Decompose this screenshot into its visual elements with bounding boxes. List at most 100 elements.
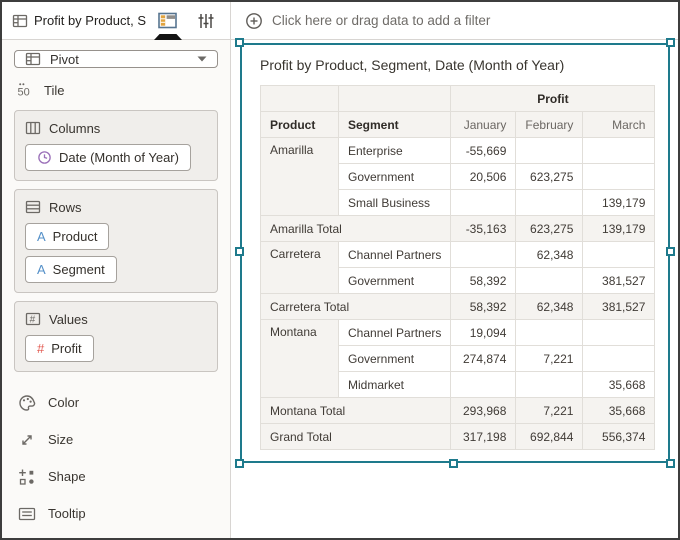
resize-handle-top-left[interactable] xyxy=(235,38,244,47)
pill-product[interactable]: A Product xyxy=(25,223,110,250)
column-header-january[interactable]: January xyxy=(450,111,517,138)
pill-segment[interactable]: A Segment xyxy=(25,256,117,283)
pivot-row: Grand Total 317,198 692,844 556,374 xyxy=(259,423,656,450)
pivot-value-cell[interactable] xyxy=(515,267,584,294)
pivot-value-cell[interactable]: 317,198 xyxy=(450,423,517,450)
column-header-february[interactable]: February xyxy=(515,111,584,138)
pivot-type-icon xyxy=(25,51,41,67)
resize-handle-top-right[interactable] xyxy=(666,38,675,47)
shape-icon xyxy=(19,469,34,485)
pivot-segment-cell[interactable]: Enterprise xyxy=(337,137,452,164)
pivot-value-cell[interactable]: 623,275 xyxy=(515,215,584,242)
pill-label: Segment xyxy=(52,262,105,277)
pivot-value-cell[interactable]: -35,163 xyxy=(450,215,517,242)
svg-text:50: 50 xyxy=(18,87,30,99)
resize-handle-bottom-right[interactable] xyxy=(666,459,675,468)
resize-handle-middle-left[interactable] xyxy=(235,247,244,256)
pivot-value-cell[interactable] xyxy=(582,319,656,346)
pivot-value-cell[interactable]: 62,348 xyxy=(515,241,584,268)
drop-target-color[interactable]: Color xyxy=(14,384,218,421)
values-section-label: Values xyxy=(49,311,88,327)
pivot-value-cell[interactable] xyxy=(515,319,584,346)
resize-handle-middle-right[interactable] xyxy=(666,247,675,256)
pivot-segment-cell[interactable]: Midmarket xyxy=(337,371,452,398)
resize-handle-bottom-center[interactable] xyxy=(449,459,458,468)
column-header-march[interactable]: March xyxy=(582,111,656,138)
pivot-value-cell[interactable] xyxy=(582,163,656,190)
pivot-product-cell[interactable]: Amarilla xyxy=(260,137,339,216)
pivot-value-cell[interactable] xyxy=(515,137,584,164)
pivot-segment-cell[interactable]: Channel Partners xyxy=(337,319,452,346)
pivot-segment-cell[interactable]: Government xyxy=(337,345,452,372)
pivot-value-cell[interactable]: 62,348 xyxy=(515,293,584,320)
tab-properties[interactable] xyxy=(190,2,222,39)
drop-target-filters[interactable]: Filters xyxy=(14,532,218,538)
values-icon: # xyxy=(25,312,41,326)
pivot-product-cell[interactable]: Montana xyxy=(260,319,339,398)
pivot-value-cell[interactable]: 20,506 xyxy=(450,163,517,190)
pivot-row: Government 58,392 381,527 xyxy=(261,267,656,294)
drop-target-tooltip[interactable]: Tooltip xyxy=(14,495,218,532)
drop-target-size[interactable]: Size xyxy=(14,421,218,458)
pivot-value-cell[interactable] xyxy=(582,241,656,268)
pivot-value-cell[interactable]: 35,668 xyxy=(582,371,656,398)
pivot-value-cell[interactable]: 58,392 xyxy=(450,267,517,294)
pivot-total-label[interactable]: Carretera Total xyxy=(259,293,452,320)
pill-profit[interactable]: # Profit xyxy=(25,335,94,362)
pill-date-month-of-year[interactable]: Date (Month of Year) xyxy=(25,144,191,171)
size-icon xyxy=(22,434,32,445)
pivot-value-cell[interactable]: 692,844 xyxy=(515,423,584,450)
pivot-value-cell[interactable]: 293,968 xyxy=(450,397,517,424)
pivot-value-cell[interactable]: 623,275 xyxy=(515,163,584,190)
pivot-table: Profit Product Segment January February March… xyxy=(259,85,656,450)
pivot-value-cell[interactable] xyxy=(515,371,584,398)
pivot-row: Government 274,874 7,221 xyxy=(261,345,656,372)
row-header-product[interactable]: Product xyxy=(260,111,339,138)
pivot-segment-cell[interactable]: Government xyxy=(337,267,452,294)
resize-handle-bottom-left[interactable] xyxy=(235,459,244,468)
pivot-value-cell[interactable] xyxy=(582,345,656,372)
pivot-value-cell[interactable]: 139,179 xyxy=(582,215,656,242)
tile-drop-zone[interactable]: 50 Tile xyxy=(14,81,218,99)
pivot-corner-cell xyxy=(337,85,452,112)
pivot-value-cell[interactable]: 274,874 xyxy=(450,345,517,372)
measure-header[interactable]: Profit xyxy=(450,85,656,112)
columns-section-label: Columns xyxy=(49,120,101,136)
pivot-segment-cell[interactable]: Small Business xyxy=(337,189,452,216)
canvas[interactable]: Profit by Product, Segment, Date (Month … xyxy=(231,38,678,538)
viz-type-dropdown[interactable]: Pivot xyxy=(14,50,218,68)
pivot-value-cell[interactable]: 35,668 xyxy=(582,397,656,424)
pivot-value-cell[interactable]: 19,094 xyxy=(450,319,517,346)
pill-label: Profit xyxy=(51,341,82,356)
pivot-value-cell[interactable]: 381,527 xyxy=(582,267,656,294)
pivot-value-cell[interactable]: 7,221 xyxy=(515,345,584,372)
pivot-value-cell[interactable] xyxy=(450,371,517,398)
row-header-segment[interactable]: Segment xyxy=(337,111,452,138)
pivot-total-label[interactable]: Amarilla Total xyxy=(259,215,452,242)
pivot-value-cell[interactable]: 7,221 xyxy=(515,397,584,424)
drop-target-shape[interactable]: Shape xyxy=(14,458,218,495)
pivot-segment-cell[interactable]: Channel Partners xyxy=(337,241,452,268)
pivot-value-cell[interactable]: 556,374 xyxy=(582,423,656,450)
pivot-segment-cell[interactable]: Government xyxy=(337,163,452,190)
pivot-value-cell[interactable] xyxy=(450,241,517,268)
filter-bar[interactable]: Click here or drag data to add a filter xyxy=(231,2,678,40)
pivot-value-cell[interactable]: 381,527 xyxy=(582,293,656,320)
pivot-row: Amarilla Total -35,163 623,275 139,179 xyxy=(259,215,656,242)
pivot-value-cell[interactable] xyxy=(582,137,656,164)
pivot-product-cell[interactable]: Carretera xyxy=(260,241,339,294)
pivot-value-cell[interactable]: 58,392 xyxy=(450,293,517,320)
grammar-extra-targets: Color Size Shape xyxy=(14,384,218,538)
properties-icon xyxy=(198,13,214,28)
pill-label: Product xyxy=(52,229,98,244)
pivot-value-cell[interactable]: -55,669 xyxy=(450,137,517,164)
rows-section-header: Rows xyxy=(25,199,207,215)
active-tab-indicator xyxy=(154,34,182,40)
tab-grammar[interactable] xyxy=(152,2,184,40)
pivot-total-label[interactable]: Montana Total xyxy=(259,397,452,424)
pivot-value-cell[interactable] xyxy=(450,189,517,216)
pivot-total-label[interactable]: Grand Total xyxy=(259,423,452,450)
viz-type-value: Pivot xyxy=(50,51,79,67)
pivot-value-cell[interactable] xyxy=(515,189,584,216)
pivot-value-cell[interactable]: 139,179 xyxy=(582,189,656,216)
